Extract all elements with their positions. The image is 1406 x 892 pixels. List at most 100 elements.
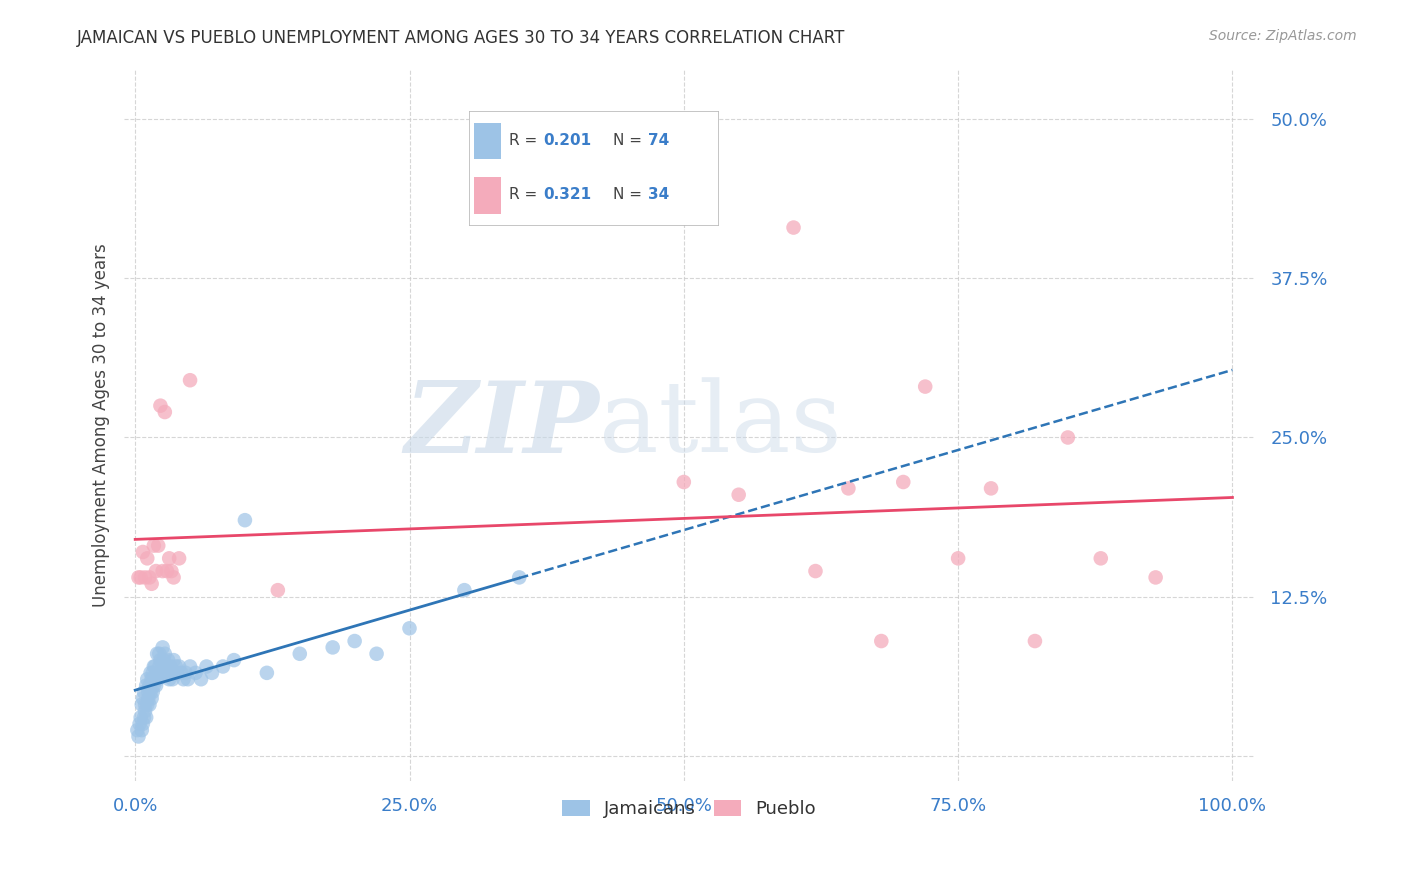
Point [159,659,181,673]
Point [157,672,180,686]
Point [138,679,160,693]
Point [212,659,235,673]
Point [127,723,149,738]
Point [141,576,163,591]
Point [782,220,804,235]
Point [132,685,155,699]
Point [145,564,167,578]
Point [156,564,179,578]
Point [366,647,388,661]
Point [132,716,155,731]
Point [129,570,152,584]
Point [398,621,420,635]
Point [141,691,163,706]
Point [150,665,173,680]
Point [184,665,207,680]
Point [233,513,256,527]
Point [165,659,187,673]
Point [267,583,290,598]
Point [143,672,166,686]
Point [138,691,160,706]
Point [143,659,166,673]
Point [152,564,174,578]
Point [508,570,530,584]
Point [172,672,194,686]
Point [134,704,156,718]
Point [195,659,218,673]
Point [138,570,160,584]
Point [179,659,201,673]
Point [160,564,183,578]
Text: ZIP: ZIP [404,376,599,473]
Y-axis label: Unemployment Among Ages 30 to 34 years: Unemployment Among Ages 30 to 34 years [93,243,110,607]
Point [136,551,159,566]
Point [343,634,366,648]
Point [179,373,201,387]
Point [148,647,170,661]
Point [163,665,186,680]
Point [322,640,344,655]
Point [672,475,695,489]
Point [162,570,184,584]
Point [156,659,179,673]
Point [152,659,174,673]
Point [153,405,176,419]
Point [167,659,190,673]
Point [157,653,180,667]
Point [136,672,159,686]
Point [837,482,859,496]
Point [131,698,153,712]
Point [148,659,170,673]
Point [128,716,150,731]
Point [152,640,174,655]
Point [149,653,172,667]
Point [155,665,177,680]
Point [1144,570,1167,584]
Point [134,698,156,712]
Point [870,634,893,648]
Point [146,665,169,680]
Point [727,488,749,502]
Text: Source: ZipAtlas.com: Source: ZipAtlas.com [1209,29,1357,44]
Point [132,545,155,559]
Point [142,539,165,553]
Point [135,710,157,724]
Point [222,653,245,667]
Point [129,710,152,724]
Point [139,685,162,699]
Point [135,679,157,693]
Point [914,379,936,393]
Point [145,679,167,693]
Point [453,583,475,598]
Point [177,672,200,686]
Point [1056,430,1078,444]
Point [132,691,155,706]
Point [138,685,160,699]
Point [804,564,827,578]
Point [134,570,156,584]
Point [946,551,969,566]
Point [148,672,170,686]
Point [167,551,190,566]
Point [160,665,183,680]
Point [256,665,278,680]
Point [132,710,155,724]
Point [201,665,224,680]
Point [153,647,176,661]
Point [1090,551,1112,566]
Point [127,730,149,744]
Point [288,647,311,661]
Point [162,653,184,667]
Point [149,399,172,413]
Point [980,482,1002,496]
Point [136,698,159,712]
Point [190,672,212,686]
Point [141,672,163,686]
Point [142,659,165,673]
Point [142,679,165,693]
Point [170,665,193,680]
Point [891,475,914,489]
Point [148,539,170,553]
Point [174,665,197,680]
Point [166,665,188,680]
